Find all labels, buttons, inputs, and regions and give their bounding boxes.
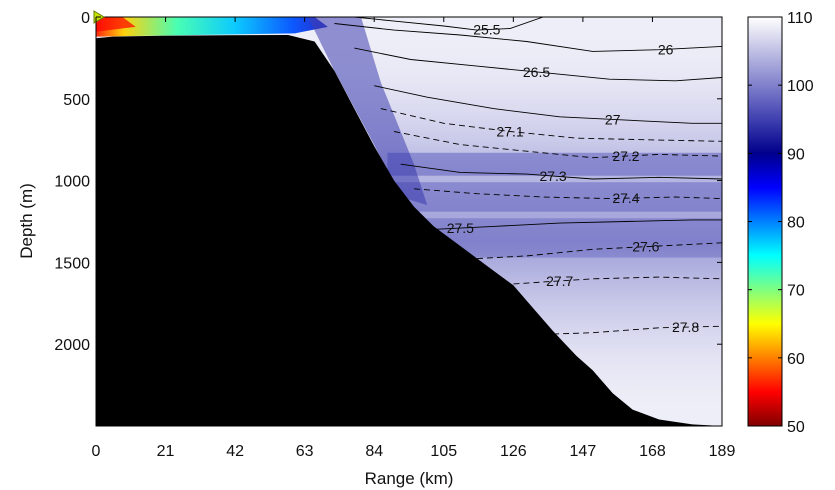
x-axis-title: Range (km) <box>365 469 454 488</box>
colorbar-tick-label: 70 <box>787 283 805 300</box>
field-deep-band <box>387 152 722 176</box>
contour-line <box>427 219 722 231</box>
contour-line <box>380 108 722 142</box>
x-tick-label: 147 <box>570 443 597 460</box>
contour-line <box>400 163 722 180</box>
colorbar-gradient <box>747 16 783 427</box>
contour-label: 25.5 <box>473 22 500 38</box>
colorbar: 50 60 70 80 90 100 110 <box>747 10 814 436</box>
colorbar-tick-label: 90 <box>787 146 805 163</box>
contour-label: 27.4 <box>612 190 639 206</box>
contour-label: 27.6 <box>632 239 659 255</box>
x-tick-label: 63 <box>296 443 314 460</box>
x-tick-label: 105 <box>430 443 457 460</box>
contour-label: 27.1 <box>496 124 523 140</box>
y-tick-label: 0 <box>81 10 90 27</box>
colorbar-tick-label: 80 <box>787 215 805 232</box>
field-source-hotspot <box>96 17 136 32</box>
y-tick-label: 1500 <box>54 255 90 272</box>
contour-line <box>543 325 722 335</box>
y-axis-title: Depth (m) <box>17 183 36 259</box>
plot-area: 25.5 26 26.5 27 27.1 27.2 27.3 27.4 27.5 27.6 27.7… <box>96 17 722 426</box>
contour-label: 26.5 <box>523 64 550 80</box>
field-surface-duct <box>96 17 328 37</box>
contour-label: 26 <box>658 41 674 57</box>
contour-line <box>413 188 722 200</box>
x-axis: 0 21 42 63 84 105 126 147 168 189 <box>92 17 736 460</box>
plot-frame <box>95 16 723 427</box>
contour-line <box>466 242 722 260</box>
contour-line <box>493 276 722 286</box>
contour-label: 27.8 <box>672 319 699 335</box>
colorbar-tick-label: 100 <box>787 78 814 95</box>
x-tick-label: 42 <box>226 443 244 460</box>
x-tick-label: 21 <box>157 443 175 460</box>
seafloor <box>96 35 722 426</box>
x-tick-label: 126 <box>500 443 527 460</box>
contour-label: 27.3 <box>539 168 566 184</box>
x-tick-label: 189 <box>709 443 736 460</box>
x-tick-label: 84 <box>365 443 383 460</box>
contour-line <box>334 23 722 52</box>
contour-label: 27.5 <box>447 220 474 236</box>
x-tick-label: 168 <box>639 443 666 460</box>
y-tick-label: 500 <box>63 92 90 109</box>
colorbar-tick-label: 60 <box>787 351 805 368</box>
y-axis: 0 500 1000 1500 2000 <box>54 10 722 354</box>
x-tick-label: 0 <box>92 443 101 460</box>
y-tick-label: 1000 <box>54 174 90 191</box>
contour-line <box>354 47 722 82</box>
contour-line <box>374 85 722 124</box>
field-slope-beam <box>307 17 428 206</box>
colorbar-tick-label: 110 <box>787 10 813 27</box>
contour-label: 27 <box>605 111 621 127</box>
contour-label: 27.7 <box>546 273 573 289</box>
colorbar-tick-label: 50 <box>787 419 805 436</box>
contour-line <box>354 17 544 31</box>
contour-label: 27.2 <box>612 148 639 164</box>
y-tick-label: 2000 <box>54 337 90 354</box>
